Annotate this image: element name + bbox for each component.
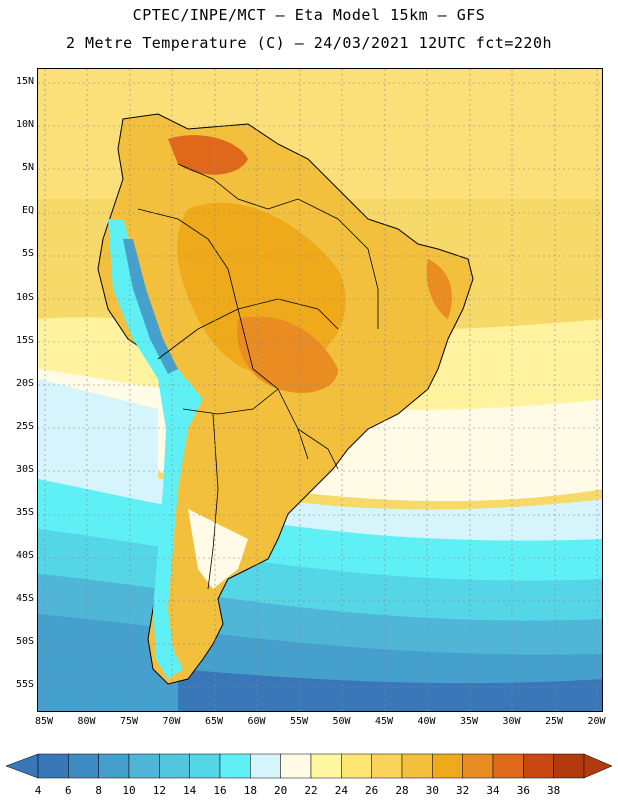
venezuela-hot-zone (168, 135, 248, 175)
colorbar-label: 4 (34, 784, 42, 797)
colorbar-segment (401, 753, 433, 779)
lat-label: 25S (15, 420, 34, 432)
lon-label: 70W (162, 716, 181, 727)
colorbar-segment (128, 753, 160, 779)
central-hot-zone (237, 316, 338, 393)
colorbar-segment (250, 753, 281, 779)
lon-label: 35W (459, 716, 479, 727)
colorbar-label: 38 (547, 784, 561, 797)
colorbar-label: 20 (274, 784, 288, 797)
colorbar-label: 22 (304, 784, 318, 797)
lon-label: 80W (77, 716, 96, 727)
colorbar-label: 26 (365, 784, 379, 797)
lat-label: 15S (15, 334, 34, 346)
colorbar-label: 16 (213, 784, 227, 797)
colorbar-arrow-low (5, 753, 39, 779)
lat-label: 45S (15, 593, 34, 605)
colorbar-label: 12 (152, 784, 166, 797)
lat-label: EQ (21, 205, 34, 217)
colorbar-segment (159, 753, 190, 779)
patagonia-mild (188, 509, 248, 589)
colorbar-label: 14 (183, 784, 197, 797)
lon-label: 25W (544, 716, 564, 727)
lat-label: 55S (15, 679, 34, 691)
colorbar-segment (310, 753, 342, 779)
lat-label: 10N (15, 119, 34, 131)
lon-label: 60W (247, 716, 266, 727)
colorbar-segment (341, 753, 372, 779)
map-title-line1: CPTEC/INPE/MCT – Eta Model 15km – GFS (132, 6, 486, 24)
lat-label: 35S (15, 507, 34, 518)
lat-label: 10S (15, 291, 34, 303)
lat-label: 5N (21, 162, 34, 174)
colorbar-label: 28 (395, 784, 409, 797)
andes-cold-strip (108, 219, 203, 679)
colorbar-segment (492, 753, 524, 779)
lon-label: 20W (587, 716, 606, 727)
colorbar-segment (68, 753, 99, 779)
lat-label: 40S (15, 550, 34, 562)
colorbar-arrow-high (583, 753, 613, 779)
colorbar-segment (98, 753, 130, 779)
colorbar-label: 10 (122, 784, 136, 797)
colorbar-label: 32 (456, 784, 470, 797)
lon-label: 75W (119, 716, 139, 727)
lon-label: 50W (332, 716, 351, 727)
lat-label: 5S (21, 248, 34, 260)
map-canvas (38, 69, 602, 711)
colorbar-segment (219, 753, 251, 779)
northeast-hot-zone (426, 259, 452, 319)
colorbar-label: 36 (516, 784, 530, 797)
andes-coldest-strip (123, 239, 178, 374)
colorbar-label: 6 (65, 784, 72, 797)
temperature-map (37, 68, 603, 712)
colorbar-label: 18 (243, 784, 257, 797)
colorbar-label: 30 (425, 784, 439, 797)
colorbar-segment (523, 753, 554, 779)
lat-label: 15N (15, 76, 34, 87)
lon-label: 65W (204, 716, 224, 727)
colorbar-segment (189, 753, 221, 779)
lon-label: 45W (374, 716, 394, 727)
lat-lon-grid (38, 69, 602, 711)
lon-label: 40W (417, 716, 436, 727)
lon-label: 85W (34, 716, 54, 727)
colorbar-label: 34 (486, 784, 500, 797)
lat-label: 20S (15, 377, 34, 389)
lat-label: 50S (15, 636, 34, 648)
country-borders (137, 163, 379, 590)
colorbar-label: 8 (95, 784, 102, 797)
ocean-band-6 (178, 669, 602, 711)
colorbar-label: 24 (334, 784, 348, 797)
lat-label: 30S (15, 463, 34, 475)
colorbar-segment (371, 753, 403, 779)
colorbar-segment (37, 753, 69, 779)
colorbar-segment (553, 753, 585, 779)
lon-label: 55W (289, 716, 309, 727)
map-title-line2: 2 Metre Temperature (C) – 24/03/2021 12U… (65, 34, 553, 52)
colorbar-segment (432, 753, 463, 779)
lon-label: 30W (502, 716, 521, 727)
color-scale-bar (5, 753, 613, 779)
colorbar-segment (462, 753, 494, 779)
colorbar-segment (280, 753, 312, 779)
